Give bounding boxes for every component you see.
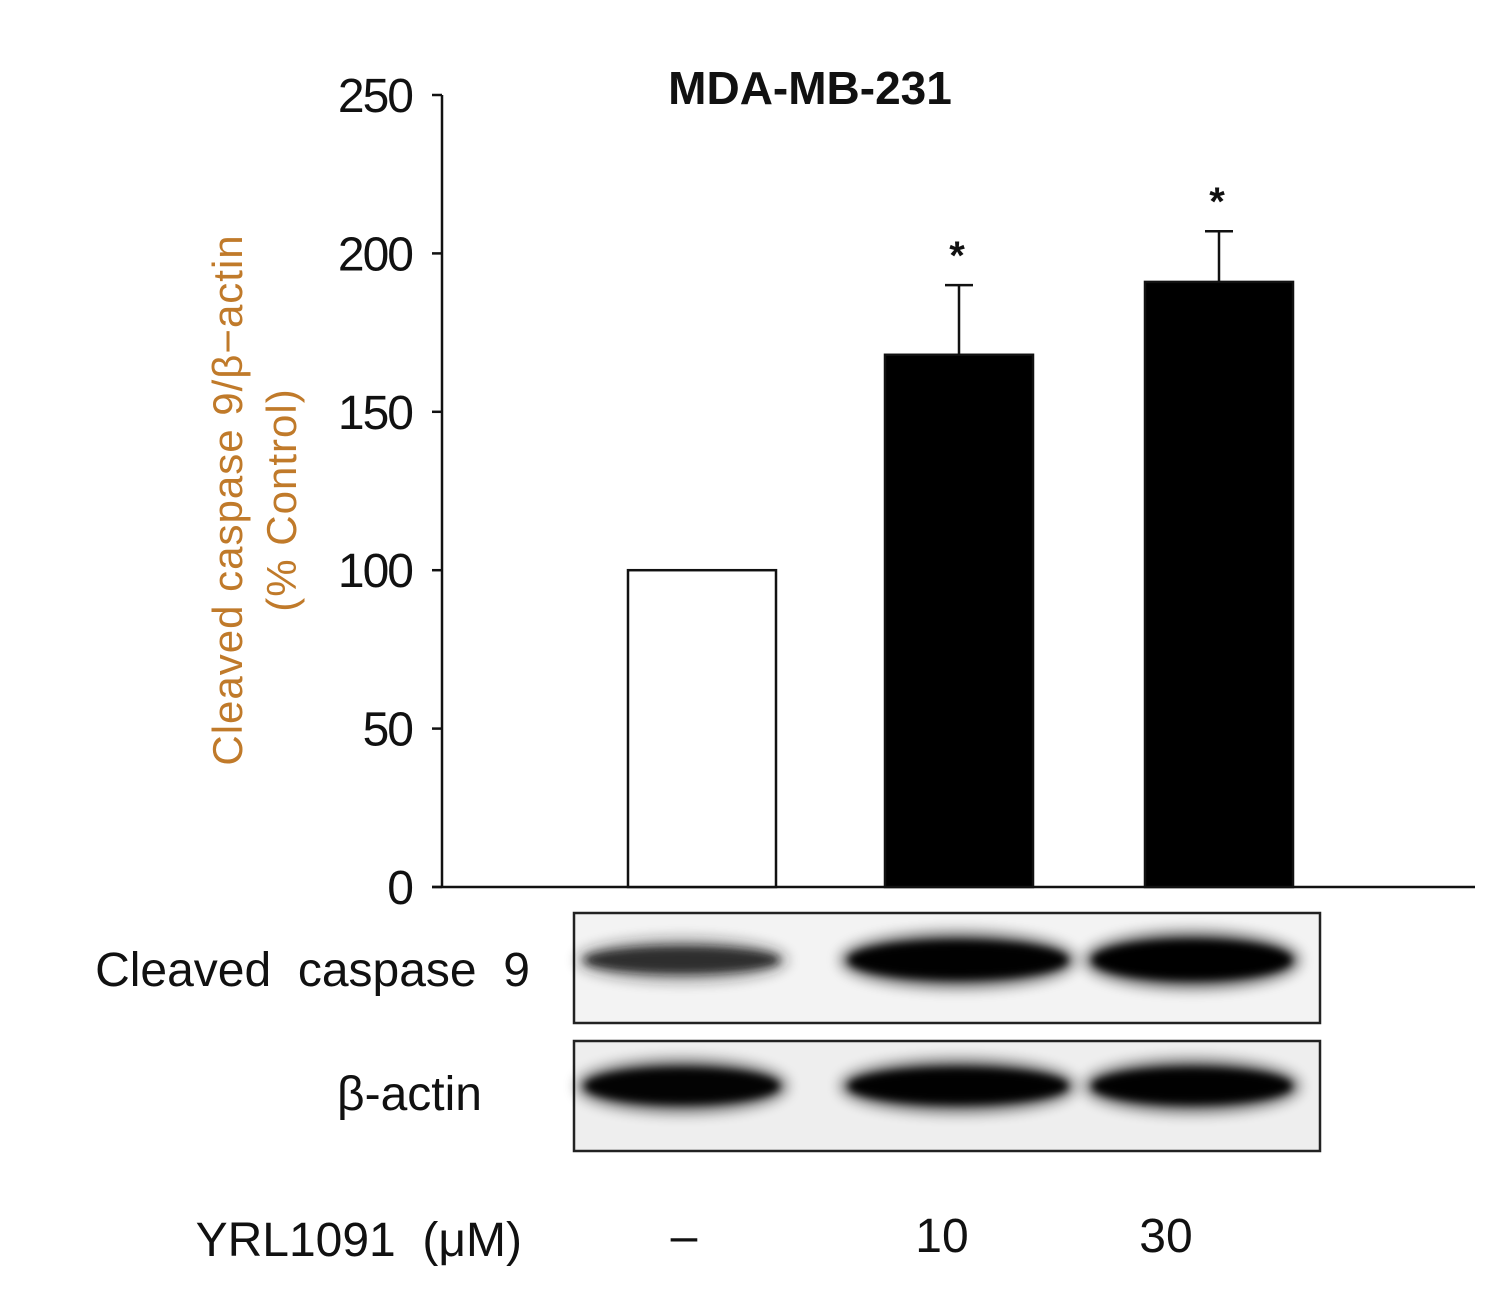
dose-label-1: – (671, 1210, 698, 1263)
y-tick-label: 150 (338, 387, 412, 440)
bar-1 (626, 568, 778, 889)
blot-band (848, 940, 1068, 980)
dose-label-2: 10 (915, 1210, 968, 1263)
bar-3 (1143, 280, 1295, 889)
blot-band (585, 1068, 779, 1104)
blot-label-caspase9: Cleaved caspase 9 (95, 944, 530, 997)
y-axis-label-line2: (% Control) (258, 388, 305, 611)
blot-band (585, 947, 779, 973)
blot-band (1092, 940, 1292, 980)
treatment-label: YRL1091 (μM) (196, 1214, 522, 1267)
y-tick-label: 50 (363, 704, 413, 757)
y-tick-label: 200 (338, 228, 412, 281)
y-tick-label: 0 (387, 862, 412, 915)
blot-band (1092, 1068, 1292, 1104)
y-axis-label-line1: Cleaved caspase 9/β−actin (204, 234, 251, 765)
bar-2 (883, 353, 1035, 889)
chart-title: MDA-MB-231 (668, 62, 952, 114)
blot-band (848, 1068, 1068, 1104)
y-tick-label: 100 (338, 545, 412, 598)
blot-label-actin: β-actin (337, 1068, 482, 1121)
significance-marker-3: * (1209, 180, 1225, 224)
significance-marker-2: * (949, 234, 965, 278)
dose-label-3: 30 (1139, 1210, 1192, 1263)
y-tick-label: 250 (338, 70, 412, 123)
